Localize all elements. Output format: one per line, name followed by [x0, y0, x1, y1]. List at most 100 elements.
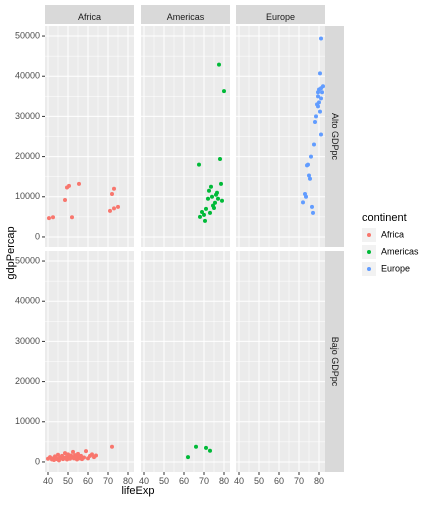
data-point [208, 210, 212, 215]
x-tick-label: 70 [294, 476, 304, 486]
x-axis-title: lifeExp [121, 485, 154, 497]
data-point [56, 452, 60, 457]
data-point [71, 449, 75, 454]
legend-key-americas [367, 250, 371, 254]
row-strip-1 [325, 251, 344, 472]
legend: continent Africa Americas Europe [362, 212, 419, 276]
data-point [317, 100, 321, 105]
col-strip-label-2: Europe [266, 12, 295, 22]
data-point [318, 109, 322, 114]
legend-label-europe: Europe [381, 263, 410, 273]
data-point [209, 184, 213, 189]
strips-layer: Africa Americas Europe Alto GDPpc Bajo GDPpc [45, 5, 344, 472]
data-point [319, 132, 323, 137]
data-point [312, 142, 316, 147]
data-point [307, 173, 311, 178]
y-tick-label: 30000 [15, 111, 40, 121]
panel-1-1 [141, 251, 230, 472]
data-point [110, 444, 114, 449]
col-strip-1 [141, 5, 230, 24]
data-point [75, 457, 79, 462]
data-point [112, 186, 116, 191]
y-tick-label: 0 [35, 231, 40, 241]
data-point [90, 452, 94, 457]
y-tick-label: 20000 [15, 376, 40, 386]
x-tick-label: 50 [63, 476, 73, 486]
y-tick-label: 40000 [15, 71, 40, 81]
data-point [47, 216, 51, 221]
data-point [198, 214, 202, 219]
x-tick-label: 80 [314, 476, 324, 486]
panels-layer [45, 26, 325, 472]
data-point [321, 84, 325, 89]
data-point [309, 154, 313, 159]
row-strip-label-0: Alto GDPpc [330, 113, 340, 161]
data-point [217, 62, 221, 67]
data-point [316, 94, 320, 99]
data-point [65, 457, 69, 462]
legend-label-africa: Africa [381, 229, 404, 239]
data-point [301, 200, 305, 205]
data-point [308, 176, 312, 181]
panel-0-2 [236, 26, 325, 247]
x-tick-label: 60 [179, 476, 189, 486]
data-point [313, 120, 317, 125]
points-0-2 [301, 36, 325, 215]
data-point [319, 96, 323, 101]
x-tick-label: 50 [254, 476, 264, 486]
x-tick-label: 40 [234, 476, 244, 486]
y-tick-label: 10000 [15, 416, 40, 426]
data-point [197, 162, 201, 167]
data-point [67, 183, 71, 188]
data-point [310, 204, 314, 209]
y-tick-label: 50000 [15, 30, 40, 40]
col-strip-2 [236, 5, 325, 24]
col-strip-label-0: Africa [78, 12, 101, 22]
y-tick-label: 50000 [15, 255, 40, 265]
data-point [320, 90, 324, 95]
data-point [210, 194, 214, 199]
data-point [63, 197, 67, 202]
y-tick-label: 40000 [15, 296, 40, 306]
data-point [79, 453, 83, 458]
x-tick-label: 60 [83, 476, 93, 486]
row-strip-0 [325, 26, 344, 247]
legend-label-americas: Americas [381, 246, 419, 256]
data-point [220, 198, 224, 203]
points-1-0 [46, 444, 114, 463]
data-point [314, 114, 318, 119]
x-tick-label: 80 [123, 476, 133, 486]
x-tick-label: 70 [199, 476, 209, 486]
y-tick-label: 10000 [15, 191, 40, 201]
data-point [219, 181, 223, 186]
data-point [212, 206, 216, 211]
ticks-layer: 0 10000 20000 30000 40000 50000 0 10000 20000 300… [15, 30, 324, 486]
x-tick-label: 60 [274, 476, 284, 486]
data-point [316, 104, 320, 109]
data-point [203, 218, 207, 223]
panel-0-0 [45, 26, 134, 247]
data-point [306, 162, 310, 167]
data-point [51, 215, 55, 220]
data-point [206, 196, 210, 201]
data-point [218, 157, 222, 161]
data-point [216, 196, 220, 201]
x-tick-label: 70 [103, 476, 113, 486]
x-tick-label: 50 [159, 476, 169, 486]
data-point [311, 210, 315, 215]
points-0-1 [197, 62, 226, 223]
data-point [207, 188, 211, 193]
points-0-0 [47, 181, 120, 221]
data-point [63, 451, 67, 456]
y-tick-label: 0 [35, 456, 40, 466]
data-point [112, 206, 116, 211]
data-point [304, 194, 308, 199]
legend-key-africa [367, 233, 371, 237]
data-point [82, 455, 86, 460]
data-point [70, 215, 74, 220]
data-point [318, 71, 322, 76]
data-point [200, 210, 204, 215]
row-strip-label-1: Bajo GDPpc [330, 337, 340, 387]
data-point [213, 200, 217, 205]
